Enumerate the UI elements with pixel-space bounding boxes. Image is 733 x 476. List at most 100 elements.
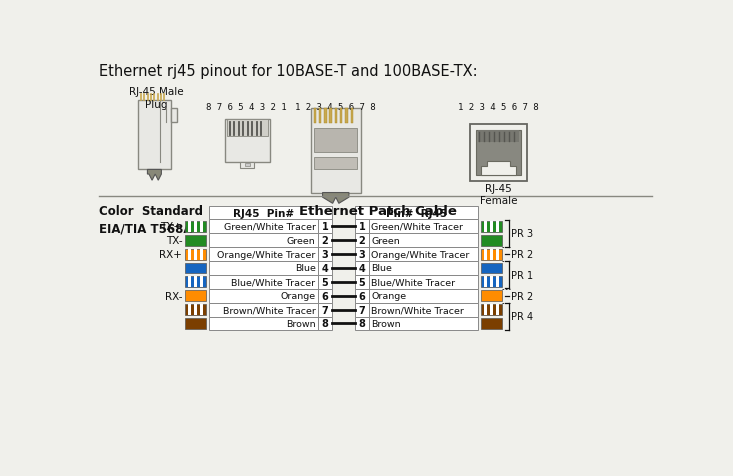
Bar xyxy=(227,120,268,137)
Text: Brown/White Tracer: Brown/White Tracer xyxy=(223,306,316,315)
Text: 5: 5 xyxy=(358,277,366,287)
Bar xyxy=(496,221,499,232)
Text: RX+: RX+ xyxy=(159,249,183,259)
Text: 2: 2 xyxy=(322,236,328,246)
Bar xyxy=(335,109,337,124)
Bar xyxy=(318,261,332,275)
Text: PR 2: PR 2 xyxy=(511,249,533,259)
Bar xyxy=(185,305,206,315)
Bar xyxy=(329,109,332,124)
Text: 4: 4 xyxy=(358,263,366,273)
Text: Orange/White Tracer: Orange/White Tracer xyxy=(217,250,316,259)
Text: 2: 2 xyxy=(358,236,366,246)
Bar xyxy=(318,275,332,289)
Text: 8 7 6 5 4 3 2 1: 8 7 6 5 4 3 2 1 xyxy=(206,102,287,111)
Bar xyxy=(318,220,332,234)
Bar xyxy=(210,275,318,289)
Bar xyxy=(210,289,318,303)
Text: TX-: TX- xyxy=(166,236,183,246)
Bar xyxy=(319,109,321,124)
Bar xyxy=(340,109,342,124)
Text: 8: 8 xyxy=(358,319,366,329)
Bar xyxy=(185,277,206,288)
Text: Green: Green xyxy=(287,236,316,245)
Text: 1: 1 xyxy=(322,222,328,232)
Text: 8: 8 xyxy=(322,319,328,329)
Bar xyxy=(484,277,487,288)
Bar xyxy=(210,303,318,317)
Bar xyxy=(194,221,197,232)
Bar xyxy=(496,277,499,288)
Polygon shape xyxy=(323,193,349,204)
Bar xyxy=(318,289,332,303)
Text: TX+: TX+ xyxy=(161,222,183,232)
Bar xyxy=(314,109,316,124)
Bar xyxy=(355,303,369,317)
Bar xyxy=(355,261,369,275)
Bar xyxy=(245,164,250,167)
Text: PR 1: PR 1 xyxy=(511,270,533,280)
Bar xyxy=(355,248,369,261)
Bar xyxy=(490,305,493,315)
Text: Green/White Tracer: Green/White Tracer xyxy=(224,222,316,231)
Text: Orange/White Tracer: Orange/White Tracer xyxy=(372,250,470,259)
Bar xyxy=(138,101,171,170)
Bar xyxy=(210,317,318,331)
Text: RJ-45 Male
Plug: RJ-45 Male Plug xyxy=(128,87,183,109)
Bar xyxy=(185,291,206,301)
Bar xyxy=(369,275,478,289)
Text: 3: 3 xyxy=(322,249,328,259)
Bar xyxy=(481,277,502,288)
Bar xyxy=(355,234,369,248)
Bar xyxy=(194,277,197,288)
Text: 6: 6 xyxy=(322,291,328,301)
Bar xyxy=(188,277,191,288)
Bar xyxy=(210,261,318,275)
Bar xyxy=(194,249,197,260)
Bar xyxy=(200,221,203,232)
Text: 1: 1 xyxy=(358,222,366,232)
Bar xyxy=(355,317,369,331)
Bar xyxy=(318,317,332,331)
Bar xyxy=(481,236,502,246)
Bar xyxy=(324,109,326,124)
Bar xyxy=(314,158,358,170)
Text: Brown: Brown xyxy=(372,319,401,328)
Bar xyxy=(185,318,206,329)
Bar xyxy=(185,263,206,274)
Bar xyxy=(470,125,527,182)
Bar xyxy=(484,305,487,315)
Bar xyxy=(369,289,478,303)
Polygon shape xyxy=(481,162,516,176)
Bar xyxy=(350,109,353,124)
Bar xyxy=(200,305,203,315)
Text: Brown: Brown xyxy=(286,319,316,328)
Text: 7: 7 xyxy=(322,305,328,315)
Text: Brown/White Tracer: Brown/White Tracer xyxy=(372,306,464,315)
Bar xyxy=(194,305,197,315)
Text: Blue: Blue xyxy=(295,264,316,273)
Text: 6: 6 xyxy=(358,291,366,301)
Bar xyxy=(496,305,499,315)
Bar xyxy=(355,206,478,220)
Bar xyxy=(240,162,254,169)
Bar xyxy=(369,317,478,331)
Bar xyxy=(318,248,332,261)
Bar xyxy=(318,303,332,317)
Bar xyxy=(185,249,206,260)
Text: 4: 4 xyxy=(322,263,328,273)
Bar xyxy=(481,263,502,274)
Bar xyxy=(188,221,191,232)
Bar xyxy=(188,249,191,260)
Bar xyxy=(478,131,520,143)
Bar xyxy=(200,249,203,260)
Text: Ethernet Patch Cable: Ethernet Patch Cable xyxy=(300,205,457,218)
Text: Green/White Tracer: Green/White Tracer xyxy=(372,222,463,231)
Bar xyxy=(355,275,369,289)
Text: 3: 3 xyxy=(358,249,366,259)
Text: Blue/White Tracer: Blue/White Tracer xyxy=(372,278,455,287)
Text: Green: Green xyxy=(372,236,400,245)
Text: Orange: Orange xyxy=(281,292,316,300)
Text: 5: 5 xyxy=(322,277,328,287)
Bar xyxy=(210,220,318,234)
